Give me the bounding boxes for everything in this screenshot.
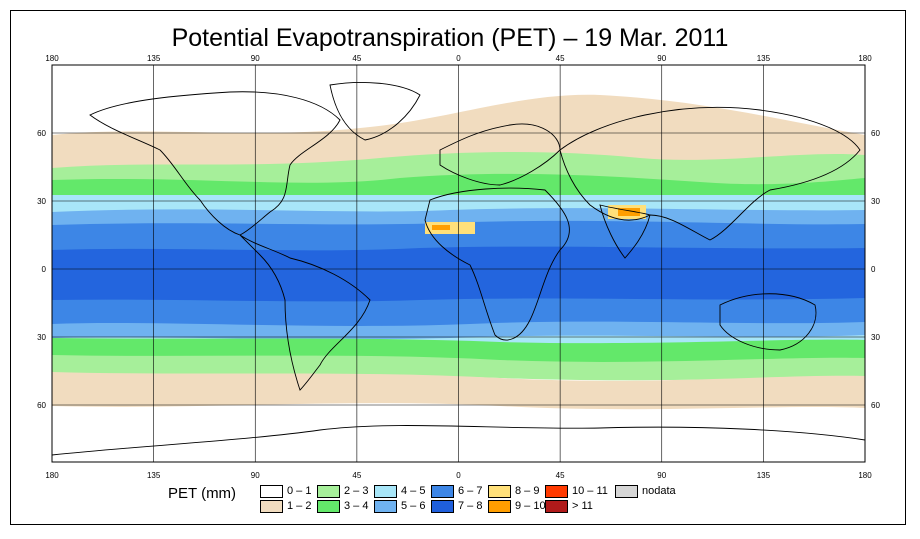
lon-tick-label: 180 bbox=[858, 471, 872, 480]
lon-tick-label: 90 bbox=[251, 471, 260, 480]
lon-tick-label: 0 bbox=[456, 54, 461, 63]
legend-label: 0 – 1 bbox=[287, 485, 312, 497]
lon-tick-label: 135 bbox=[147, 54, 161, 63]
lat-tick-label: 30 bbox=[871, 197, 880, 206]
legend-label: > 11 bbox=[572, 500, 593, 512]
legend-label: 1 – 2 bbox=[287, 500, 312, 512]
hotspot-sahel-inner bbox=[432, 225, 450, 230]
lat-tick-label: 0 bbox=[42, 265, 47, 274]
lon-tick-label: 45 bbox=[556, 54, 565, 63]
legend-label: 6 – 7 bbox=[458, 485, 483, 497]
legend-swatch bbox=[545, 500, 568, 513]
legend-label: 5 – 6 bbox=[401, 500, 426, 512]
legend-swatch bbox=[488, 500, 511, 513]
lat-tick-label: 30 bbox=[37, 197, 46, 206]
figure-frame bbox=[10, 10, 906, 525]
lon-tick-label: 135 bbox=[147, 471, 161, 480]
legend-label: 9 – 10 bbox=[515, 500, 546, 512]
lon-tick-label: 45 bbox=[352, 54, 361, 63]
lon-tick-label: 135 bbox=[757, 54, 771, 63]
lat-tick-label: 60 bbox=[37, 129, 46, 138]
legend-label: nodata bbox=[642, 485, 676, 497]
lon-tick-label: 180 bbox=[45, 471, 59, 480]
legend-swatch bbox=[488, 485, 511, 498]
lon-tick-label: 90 bbox=[657, 471, 666, 480]
lat-tick-label: 60 bbox=[871, 129, 880, 138]
lon-tick-label: 180 bbox=[45, 54, 59, 63]
lon-labels-bottom: 180 135 90 45 0 45 90 135 180 bbox=[45, 471, 872, 480]
legend-label: 8 – 9 bbox=[515, 485, 540, 497]
lon-tick-label: 45 bbox=[352, 471, 361, 480]
lat-tick-label: 60 bbox=[37, 401, 46, 410]
legend-label: 7 – 8 bbox=[458, 500, 483, 512]
map-border bbox=[51, 64, 866, 463]
legend-swatch bbox=[545, 485, 568, 498]
legend-swatch bbox=[260, 500, 283, 513]
lon-tick-label: 90 bbox=[251, 54, 260, 63]
lon-tick-label: 0 bbox=[456, 471, 461, 480]
lat-labels-left: 60 30 0 30 60 bbox=[37, 129, 46, 410]
lat-tick-label: 0 bbox=[871, 265, 876, 274]
legend-swatch bbox=[374, 485, 397, 498]
lat-labels-right: 60 30 0 30 60 bbox=[871, 129, 880, 410]
legend-swatch bbox=[431, 485, 454, 498]
lon-tick-label: 45 bbox=[556, 471, 565, 480]
lat-tick-label: 30 bbox=[37, 333, 46, 342]
legend-swatch bbox=[317, 485, 340, 498]
lon-tick-label: 180 bbox=[858, 54, 872, 63]
graticule bbox=[52, 65, 865, 462]
hotspot-india-inner bbox=[618, 208, 640, 216]
legend-title: PET (mm) bbox=[168, 485, 237, 502]
lat-tick-label: 30 bbox=[871, 333, 880, 342]
legend-label: 2 – 3 bbox=[344, 485, 369, 497]
legend-swatch bbox=[431, 500, 454, 513]
lon-tick-label: 135 bbox=[757, 471, 771, 480]
legend-label: 4 – 5 bbox=[401, 485, 426, 497]
map-title: Potential Evapotranspiration (PET) – 19 … bbox=[171, 24, 729, 52]
legend-swatch bbox=[374, 500, 397, 513]
lat-tick-label: 60 bbox=[871, 401, 880, 410]
legend-swatch bbox=[317, 500, 340, 513]
legend-label: 10 – 11 bbox=[572, 485, 608, 497]
lon-tick-label: 90 bbox=[657, 54, 666, 63]
legend-label: 3 – 4 bbox=[344, 500, 369, 512]
coastlines bbox=[52, 82, 865, 456]
lon-labels-top: 180 135 90 45 0 45 90 135 180 bbox=[45, 54, 872, 63]
legend-swatch bbox=[260, 485, 283, 498]
legend-swatch bbox=[615, 485, 638, 498]
